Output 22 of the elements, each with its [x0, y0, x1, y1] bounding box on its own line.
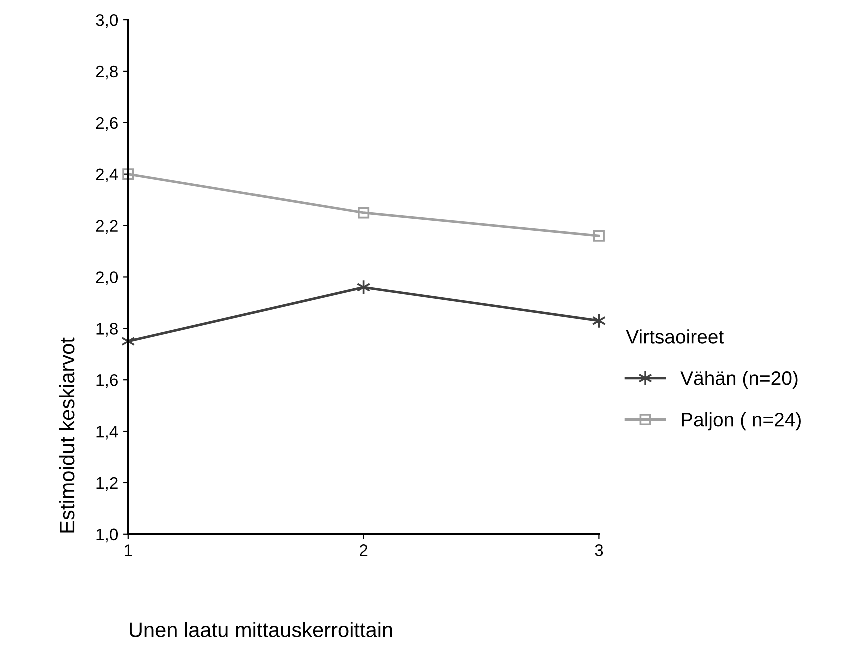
x-tick-label: 1: [125, 544, 132, 556]
y-tick-label: 2,0: [96, 272, 118, 286]
legend-label: Vähän (n=20): [680, 371, 798, 390]
y-tick-label: 3,0: [96, 14, 118, 28]
y-tick-label: 2,2: [96, 220, 118, 234]
y-tick-label: 1,6: [96, 374, 118, 388]
y-axis-title: Estimoidut keskiarvot: [59, 338, 75, 533]
point: [122, 168, 134, 180]
y-tick-label: 1,0: [96, 528, 118, 543]
y-tick-label: 1,2: [96, 477, 118, 492]
y-tick-label: 2,6: [96, 117, 118, 132]
x-axis-title: Unen laatu mittauskerroittain: [130, 622, 392, 638]
point: [593, 230, 605, 242]
y-tick-label: 2,4: [96, 168, 118, 183]
y-tick-label: 2,8: [96, 66, 118, 80]
legend-title: Virtsaoireet: [626, 330, 724, 344]
x-tick-label: 3: [595, 544, 604, 556]
y-tick-label: 1,4: [96, 426, 118, 440]
point: [358, 207, 370, 219]
y-tick-label: 1,8: [96, 323, 118, 337]
legend-label: Paljon ( n=24): [682, 412, 801, 431]
x-tick-label: 2: [360, 544, 368, 556]
